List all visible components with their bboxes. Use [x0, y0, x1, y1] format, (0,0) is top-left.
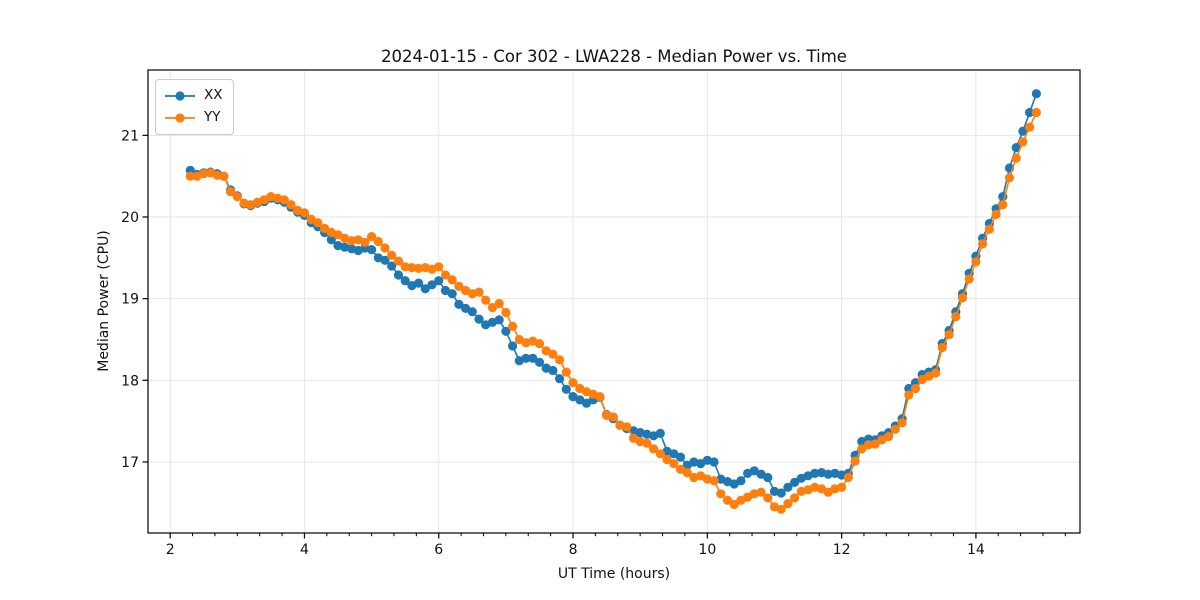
axes-frame	[147, 69, 1081, 534]
series-xx	[185, 89, 1041, 498]
svg-text:4: 4	[300, 542, 309, 558]
svg-text:8: 8	[569, 542, 578, 558]
legend-swatch-xx-icon	[165, 91, 195, 101]
legend-label-xx: XX	[204, 87, 223, 104]
legend-item-xx: XX	[164, 85, 223, 107]
svg-text:14: 14	[967, 542, 985, 558]
svg-text:20: 20	[121, 210, 139, 226]
svg-text:6: 6	[434, 542, 443, 558]
svg-text:12: 12	[833, 542, 851, 558]
svg-text:10: 10	[698, 542, 716, 558]
svg-text:21: 21	[121, 128, 139, 144]
grid-lines	[148, 70, 1080, 533]
chart-title: 2024-01-15 - Cor 302 - LWA228 - Median P…	[381, 47, 847, 66]
legend: XX YY	[155, 79, 234, 135]
svg-text:2: 2	[166, 542, 175, 558]
svg-text:17: 17	[121, 455, 139, 471]
tick-labels: 2 4 6 8 10 12 14 17 18 19 20 21	[121, 128, 985, 558]
legend-label-yy: YY	[204, 109, 221, 126]
series-yy	[185, 107, 1041, 514]
data-series	[185, 89, 1041, 514]
axis-ticks	[142, 134, 1066, 539]
legend-item-yy: YY	[164, 107, 223, 129]
svg-text:18: 18	[121, 373, 139, 389]
svg-text:19: 19	[121, 292, 139, 308]
x-axis-label: UT Time (hours)	[557, 566, 671, 582]
legend-swatch-yy-icon	[165, 113, 195, 123]
